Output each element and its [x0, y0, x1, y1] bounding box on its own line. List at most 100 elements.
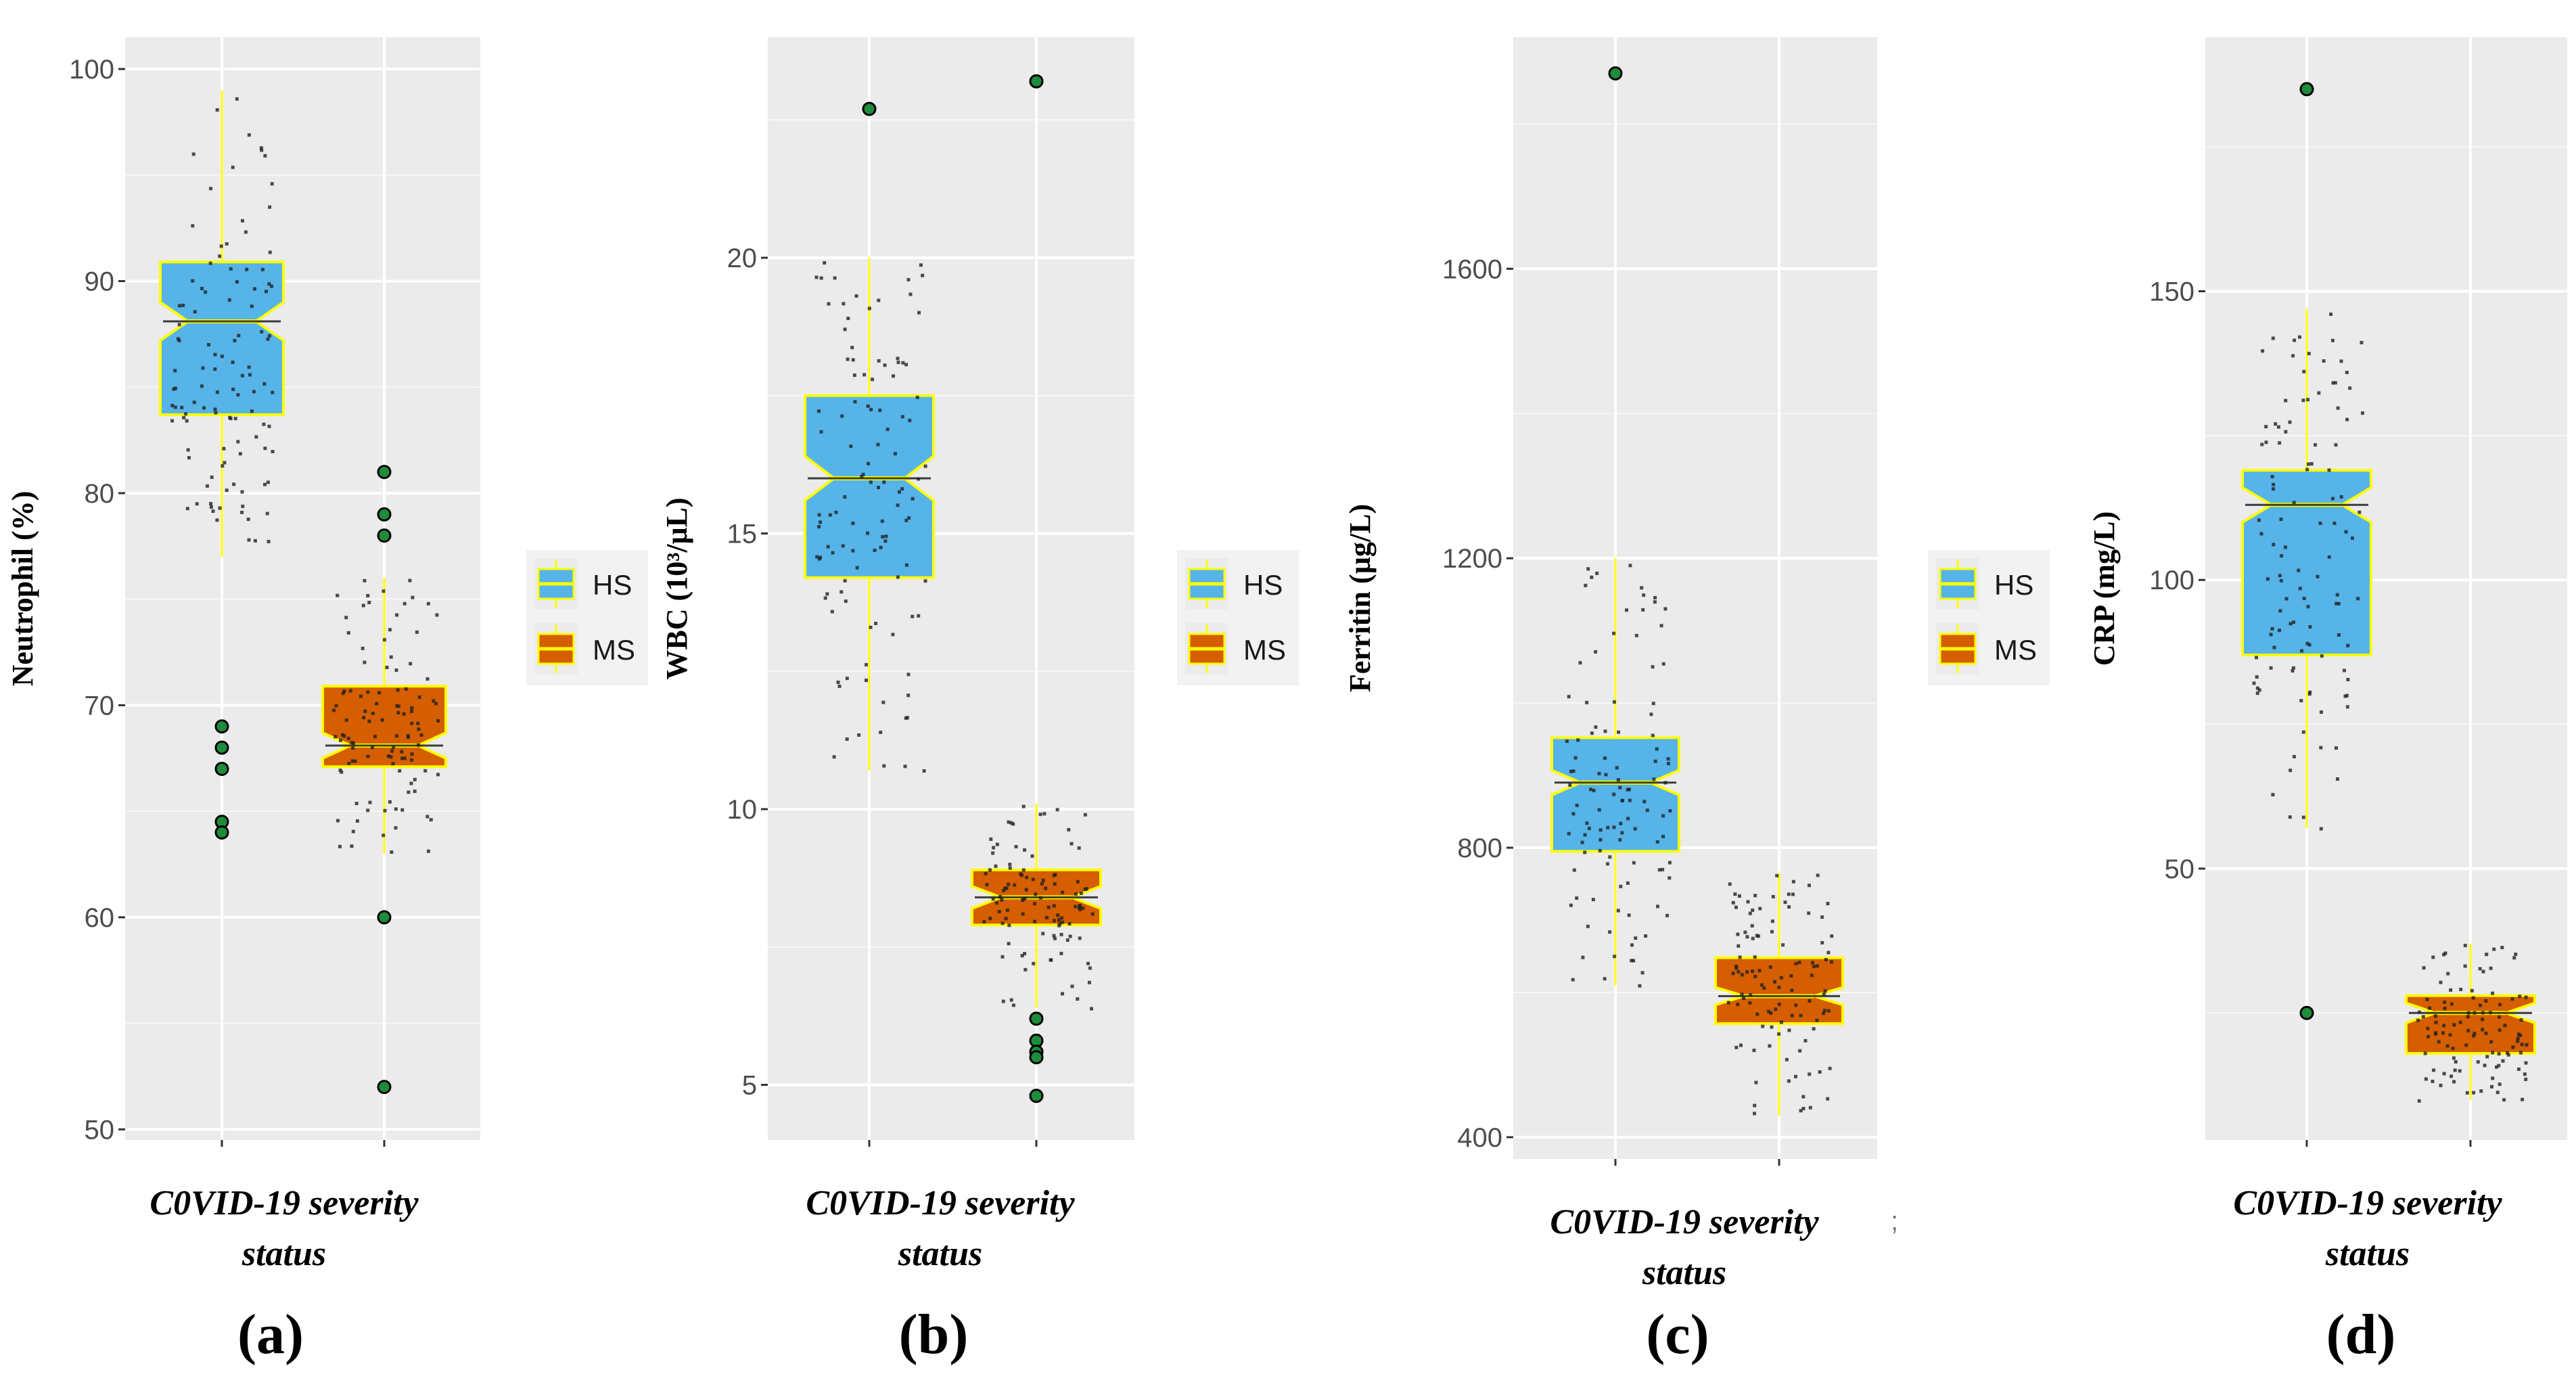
jitter-point [1603, 977, 1607, 981]
jitter-point [2498, 1015, 2502, 1019]
jitter-point [350, 844, 354, 848]
jitter-point [2434, 1020, 2438, 1024]
jitter-point [2463, 944, 2467, 948]
jitter-point [2278, 574, 2282, 578]
jitter-point [869, 407, 873, 411]
jitter-point [193, 310, 197, 314]
plot-background [125, 37, 480, 1140]
x-axis-label-line: status [242, 1235, 326, 1273]
jitter-point [170, 403, 175, 407]
jitter-point [1736, 932, 1740, 936]
jitter-point [332, 708, 336, 712]
jitter-point [1595, 572, 1599, 575]
jitter-point [342, 734, 346, 738]
jitter-point [843, 327, 847, 332]
jitter-point [1608, 930, 1612, 934]
jitter-point [1777, 1003, 1781, 1006]
jitter-point [2459, 988, 2463, 991]
jitter-point [263, 482, 267, 486]
jitter-point [1024, 967, 1028, 972]
jitter-point [1584, 583, 1588, 587]
jitter-point [2516, 1039, 2520, 1043]
jitter-point [233, 338, 237, 342]
jitter-point [906, 693, 911, 698]
jitter-point [245, 267, 249, 271]
jitter-point [1592, 788, 1596, 792]
y-tick-label: 90 [85, 267, 115, 296]
jitter-point [2491, 1076, 2495, 1080]
jitter-point [915, 395, 919, 399]
jitter-point [1587, 827, 1591, 830]
y-tick-label: 80 [85, 479, 115, 509]
jitter-point [1586, 924, 1590, 928]
jitter-point [919, 263, 923, 267]
jitter-point [2348, 386, 2352, 390]
jitter-point [388, 628, 392, 632]
jitter-point [2502, 1098, 2506, 1102]
jitter-point [877, 486, 881, 490]
jitter-point [341, 691, 345, 695]
jitter-point [173, 369, 177, 373]
jitter-point [233, 417, 237, 421]
jitter-point [917, 311, 921, 315]
jitter-point [227, 298, 231, 302]
jitter-point [1755, 1012, 1760, 1016]
jitter-point [201, 366, 205, 370]
jitter-point [2336, 777, 2339, 781]
jitter-point [849, 444, 853, 449]
jitter-point [1057, 918, 1061, 922]
jitter-point [1787, 892, 1791, 896]
jitter-point [1808, 1072, 1812, 1076]
outlier-point [1029, 1089, 1044, 1103]
jitter-point [235, 280, 239, 284]
jitter-point [911, 497, 915, 501]
jitter-point [413, 777, 417, 781]
jitter-point [1046, 905, 1051, 909]
jitter-point [192, 401, 196, 405]
jitter-point [869, 480, 873, 484]
jitter-point [2476, 1060, 2480, 1064]
jitter-point [389, 755, 393, 759]
jitter-point [2308, 625, 2312, 629]
jitter-point [1771, 894, 1775, 898]
jitter-point [359, 694, 363, 698]
jitter-point [195, 502, 199, 506]
jitter-point [173, 386, 177, 390]
y-tick-label: 15 [727, 520, 758, 549]
jitter-point [185, 507, 189, 511]
jitter-point [1755, 934, 1759, 938]
jitter-point [1653, 600, 1657, 604]
jitter-point [896, 503, 900, 507]
jitter-point [857, 733, 861, 737]
jitter-point [1656, 905, 1659, 909]
jitter-point [247, 538, 251, 542]
jitter-point [382, 833, 386, 838]
jitter-point [415, 630, 419, 634]
jitter-point [205, 484, 209, 488]
jitter-point [429, 818, 433, 822]
jitter-point [271, 390, 275, 394]
jitter-point [390, 749, 394, 753]
jitter-point [340, 770, 344, 774]
jitter-point [896, 357, 900, 361]
jitter-point [2520, 1043, 2524, 1047]
jitter-point [2291, 666, 2295, 670]
jitter-point [988, 868, 992, 872]
jitter-point [1011, 1003, 1015, 1007]
jitter-point [248, 373, 252, 377]
jitter-point [1612, 700, 1616, 704]
jitter-point [2306, 398, 2310, 402]
jitter-point [222, 447, 226, 451]
jitter-point [2492, 947, 2496, 951]
boxplot-hs [159, 90, 285, 840]
jitter-point [213, 367, 217, 371]
jitter-point [366, 754, 370, 758]
jitter-point [2345, 417, 2349, 421]
jitter-point [2516, 1067, 2521, 1071]
jitter-point [1008, 866, 1012, 870]
jitter-point [213, 407, 217, 411]
jitter-point [2481, 1011, 2485, 1015]
jitter-point [1651, 702, 1655, 706]
jitter-point [1799, 1013, 1803, 1018]
outlier-point [862, 101, 877, 116]
